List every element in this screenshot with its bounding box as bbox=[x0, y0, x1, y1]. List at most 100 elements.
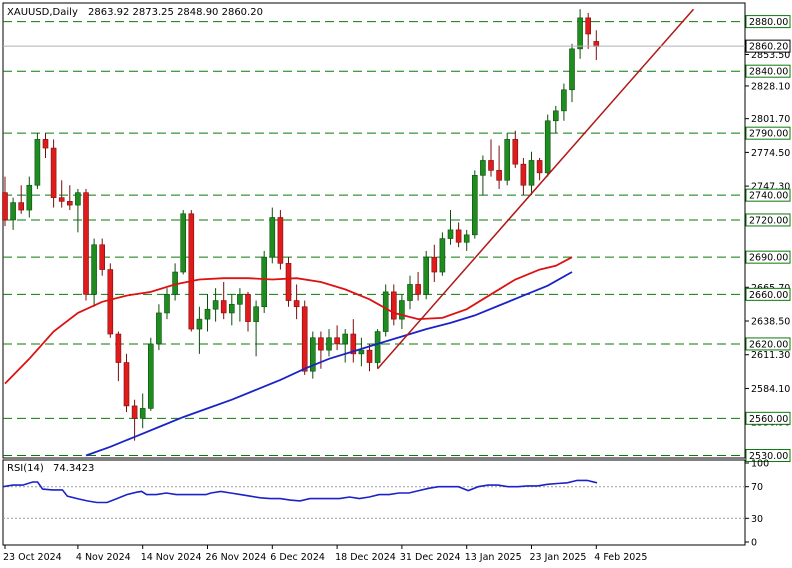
header-symbol: XAUUSD,Daily bbox=[7, 7, 78, 18]
candle-down bbox=[83, 188, 89, 301]
candle-body bbox=[552, 110, 559, 122]
candle-up bbox=[358, 337, 365, 367]
candle-up bbox=[326, 329, 332, 357]
candle-body bbox=[544, 120, 551, 174]
candle-body bbox=[123, 362, 130, 407]
price-axis[interactable]: 2853.502828.102801.702774.502747.302665.… bbox=[745, 21, 790, 457]
candle-body bbox=[99, 244, 105, 270]
candle-up bbox=[139, 393, 146, 429]
candle-body bbox=[415, 284, 421, 295]
current-price-label: 2860.20 bbox=[749, 42, 788, 53]
candle-down bbox=[390, 284, 397, 326]
candle-up bbox=[407, 275, 413, 310]
candle-body bbox=[107, 269, 114, 335]
candle-body bbox=[50, 147, 57, 198]
candle-down bbox=[496, 145, 502, 189]
candle-body bbox=[512, 139, 519, 165]
candle-up bbox=[261, 250, 268, 313]
candle-body bbox=[245, 294, 251, 322]
candle-up bbox=[447, 210, 454, 245]
candle-body bbox=[2, 192, 8, 221]
candle-up bbox=[309, 331, 316, 379]
candle-body bbox=[148, 343, 154, 409]
level-tag-label: 2560.00 bbox=[749, 414, 788, 425]
candle-up bbox=[382, 284, 389, 337]
rsi-value: 74.3423 bbox=[53, 463, 94, 474]
candle-up bbox=[544, 114, 551, 177]
price-tick-label: 2801.70 bbox=[751, 114, 790, 125]
candle-down bbox=[188, 210, 195, 332]
candle-body bbox=[229, 303, 235, 314]
candlestick-series bbox=[2, 9, 600, 441]
candle-up bbox=[569, 43, 575, 103]
candle-up bbox=[164, 288, 170, 320]
candle-down bbox=[18, 185, 25, 214]
candle-body bbox=[131, 405, 138, 419]
level-tag-label: 2880.00 bbox=[749, 17, 788, 28]
candle-up bbox=[253, 300, 259, 357]
candle-body bbox=[496, 170, 502, 181]
candle-down bbox=[585, 12, 592, 49]
level-tag: 2740.00 bbox=[745, 188, 791, 202]
candle-body bbox=[480, 160, 486, 176]
candle-body bbox=[58, 197, 65, 202]
moving-average-slow bbox=[85, 271, 573, 457]
candle-body bbox=[293, 300, 300, 308]
candle-body bbox=[10, 202, 16, 221]
candle-body bbox=[75, 192, 81, 206]
time-tick-label: 14 Nov 2024 bbox=[141, 552, 202, 563]
level-tag-label: 2530.00 bbox=[749, 451, 788, 462]
candle-body bbox=[277, 217, 284, 264]
rsi-tick-label: 0 bbox=[751, 538, 757, 549]
rsi-title: RSI(14) bbox=[7, 463, 44, 474]
level-tag-label: 2790.00 bbox=[749, 129, 788, 140]
time-tick-label: 31 Dec 2024 bbox=[400, 552, 461, 563]
candle-up bbox=[148, 337, 154, 411]
candle-down bbox=[350, 319, 357, 363]
candle-up bbox=[91, 238, 97, 307]
candle-up bbox=[196, 306, 203, 354]
candle-up bbox=[237, 288, 243, 322]
candle-up bbox=[342, 329, 349, 363]
candle-body bbox=[83, 192, 89, 295]
candle-up bbox=[75, 188, 81, 233]
candle-up bbox=[504, 133, 511, 186]
level-tag: 2880.00 bbox=[745, 15, 791, 29]
time-axis[interactable]: 23 Oct 2024 4 Nov 2024 14 Nov 2024 26 Nov 2… bbox=[3, 545, 647, 563]
candle-up bbox=[212, 288, 219, 322]
candle-body bbox=[350, 333, 357, 355]
level-tag: 2690.00 bbox=[745, 250, 791, 264]
rsi-panel[interactable]: RSI(14) 74.3423 bbox=[2, 459, 746, 546]
candle-up bbox=[471, 170, 478, 239]
level-tag: 2660.00 bbox=[745, 287, 791, 301]
price-panel[interactable]: XAUUSD,Daily 2863.92 2873.25 2848.90 286… bbox=[2, 2, 746, 459]
candle-body bbox=[164, 294, 170, 314]
candle-down bbox=[512, 130, 519, 168]
candle-up bbox=[463, 229, 470, 251]
candle-up bbox=[180, 210, 186, 275]
candle-body bbox=[504, 139, 511, 181]
candle-body bbox=[528, 160, 535, 186]
candle-body bbox=[309, 337, 316, 372]
candle-down bbox=[285, 257, 292, 307]
candle-down bbox=[115, 331, 122, 382]
candle-body bbox=[488, 160, 494, 171]
time-tick-label: 4 Feb 2025 bbox=[594, 552, 647, 563]
rsi-panel-frame bbox=[2, 459, 746, 546]
candle-body bbox=[34, 139, 41, 186]
candle-body bbox=[382, 291, 389, 332]
candle-body bbox=[520, 163, 527, 186]
time-tick-label: 18 Dec 2024 bbox=[335, 552, 396, 563]
level-tag: 2720.00 bbox=[745, 213, 791, 227]
trendline[interactable] bbox=[377, 8, 695, 370]
time-tick-label: 23 Oct 2024 bbox=[3, 552, 62, 563]
level-tag: 2620.00 bbox=[745, 337, 791, 351]
candle-down bbox=[536, 157, 543, 181]
candle-body bbox=[220, 300, 227, 314]
candle-up bbox=[480, 155, 486, 196]
candle-down bbox=[415, 272, 421, 301]
candle-body bbox=[431, 256, 438, 273]
candle-down bbox=[334, 325, 340, 351]
candle-body bbox=[536, 160, 543, 174]
